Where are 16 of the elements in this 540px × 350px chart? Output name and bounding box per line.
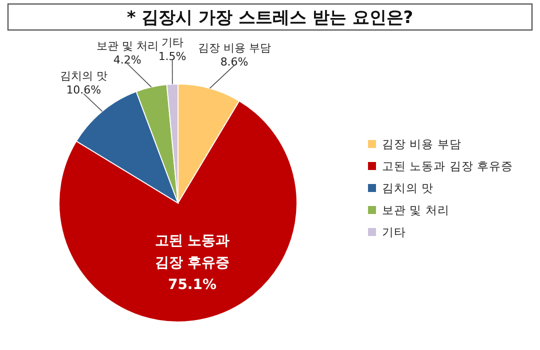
slice-label: 김장 비용 부담 (198, 41, 271, 54)
legend-label: 고된 노동과 김장 후유증 (382, 159, 513, 173)
legend-label: 김장 비용 부담 (382, 137, 462, 151)
data-label: 8.6% (220, 55, 248, 68)
data-label: 75.1% (168, 276, 217, 293)
slice-label: 김치의 맛 (60, 70, 108, 83)
data-label: 10.6% (66, 84, 102, 97)
legend-label: 보관 및 처리 (382, 203, 450, 217)
chart-title: * 김장시 가장 스트레스 받는 요인은? (126, 8, 414, 28)
slice-label: 고된 노동과 김장 후유증 (154, 232, 230, 271)
data-label: 4.2% (113, 54, 142, 67)
legend-label: 기타 (382, 225, 406, 239)
data-label: 1.5% (158, 50, 186, 64)
slice-label: 기타 (161, 36, 184, 50)
slice-label: 보관 및 처리 (96, 40, 158, 53)
legend-label: 김치의 맛 (382, 181, 434, 195)
